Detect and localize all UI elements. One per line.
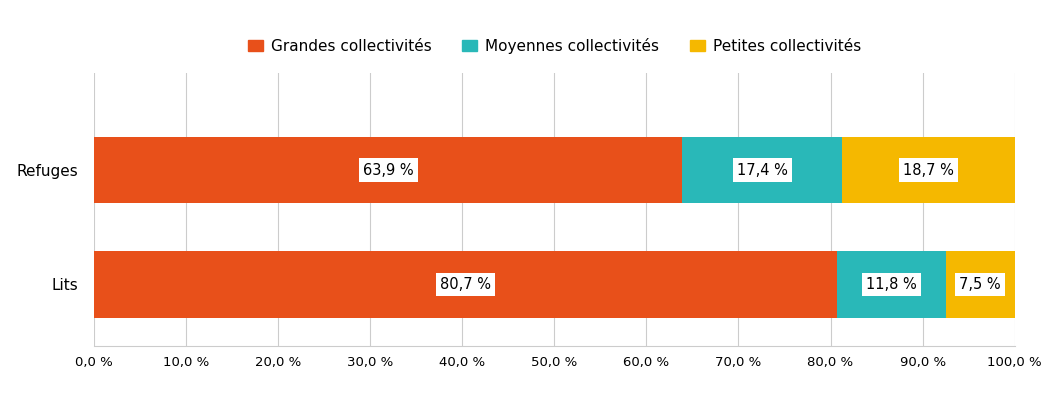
Bar [946, 251, 1015, 318]
Bar [842, 137, 1015, 204]
Text: 63,9 %: 63,9 % [363, 162, 413, 177]
Legend: Grandes collectivités, Moyennes collectivités, Petites collectivités: Grandes collectivités, Moyennes collecti… [242, 32, 867, 60]
Bar [94, 251, 837, 318]
Text: 17,4 %: 17,4 % [737, 162, 788, 177]
Bar [94, 137, 682, 204]
Bar [682, 137, 842, 204]
Text: 18,7 %: 18,7 % [903, 162, 954, 177]
Bar [837, 251, 946, 318]
Text: 80,7 %: 80,7 % [440, 277, 491, 292]
Text: 11,8 %: 11,8 % [866, 277, 916, 292]
Text: 7,5 %: 7,5 % [959, 277, 1001, 292]
